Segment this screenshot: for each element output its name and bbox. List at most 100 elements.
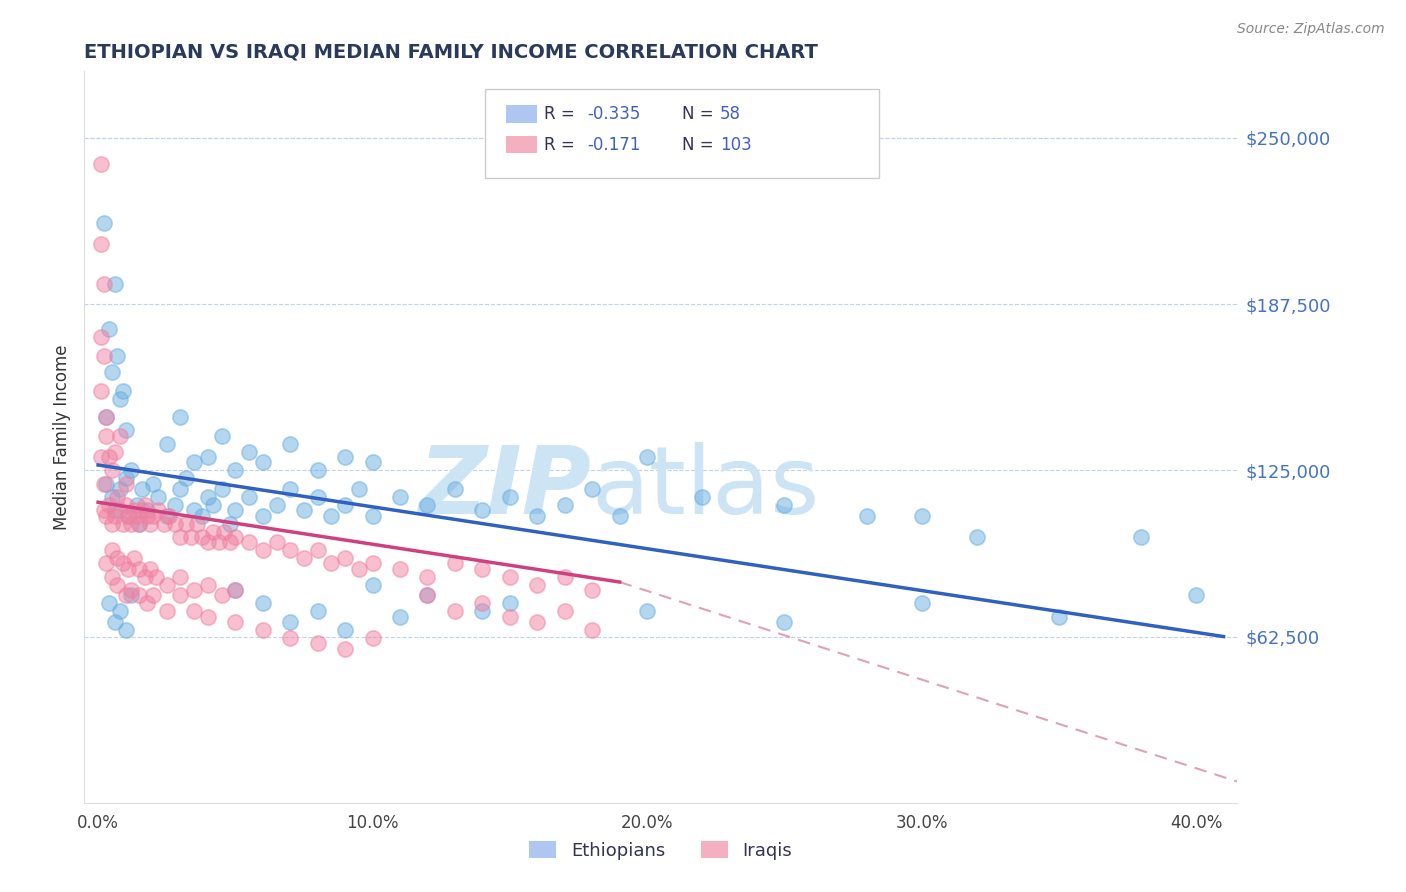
Text: R =: R = (544, 105, 581, 123)
Point (96, 410, 118, 425)
Point (554, 570, 576, 584)
Point (278, 436, 301, 450)
Point (139, 562, 162, 576)
Point (191, 530, 214, 544)
Point (108, 482, 131, 496)
Text: -0.335: -0.335 (588, 105, 641, 123)
Point (96, 429, 118, 443)
Point (526, 615, 548, 629)
Point (554, 498, 576, 512)
Point (90, 330, 112, 344)
Point (389, 490, 412, 504)
Point (238, 535, 260, 549)
Point (218, 535, 240, 549)
Point (174, 471, 197, 485)
Point (101, 365, 124, 379)
Point (266, 535, 288, 549)
Point (122, 503, 145, 517)
Point (103, 615, 125, 629)
Point (117, 562, 139, 576)
Point (361, 577, 384, 591)
Point (96, 410, 118, 425)
Point (910, 508, 932, 523)
Point (125, 498, 148, 512)
Point (554, 604, 576, 618)
Point (224, 615, 246, 629)
Point (120, 516, 142, 531)
Point (252, 623, 274, 637)
Point (136, 503, 159, 517)
Point (114, 476, 136, 491)
Point (128, 516, 150, 531)
Point (142, 476, 165, 491)
Point (101, 543, 124, 558)
Point (101, 570, 124, 584)
Point (292, 551, 315, 566)
Point (321, 557, 343, 571)
Text: Source: ZipAtlas.com: Source: ZipAtlas.com (1237, 22, 1385, 37)
Point (120, 582, 142, 597)
Point (347, 562, 370, 576)
Point (252, 508, 274, 523)
Point (855, 508, 877, 523)
Point (307, 463, 329, 477)
Point (96, 476, 118, 491)
Point (131, 503, 153, 517)
Point (307, 636, 329, 650)
Point (333, 623, 356, 637)
Point (98, 322, 121, 336)
Point (361, 455, 384, 469)
Point (471, 503, 494, 517)
Point (114, 471, 136, 485)
Point (191, 508, 214, 523)
Point (307, 604, 329, 618)
Text: -0.171: -0.171 (588, 136, 641, 153)
Point (636, 604, 658, 618)
Point (169, 570, 191, 584)
Point (105, 349, 128, 363)
Point (499, 570, 522, 584)
Point (114, 498, 136, 512)
Point (169, 410, 191, 425)
Point (90, 157, 112, 171)
Point (526, 508, 548, 523)
Point (416, 570, 439, 584)
Point (101, 516, 124, 531)
Point (114, 424, 136, 438)
Point (183, 503, 205, 517)
Point (93, 216, 115, 230)
Point (444, 604, 467, 618)
Point (128, 562, 150, 576)
Point (125, 508, 148, 523)
Point (128, 516, 150, 531)
Point (90, 237, 112, 252)
Point (224, 582, 246, 597)
Text: 58: 58 (720, 105, 741, 123)
Text: ZIP: ZIP (419, 442, 592, 534)
Point (910, 596, 932, 610)
Point (278, 482, 301, 496)
Point (105, 490, 128, 504)
Point (156, 436, 179, 450)
Point (333, 551, 356, 566)
Text: N =: N = (682, 105, 718, 123)
Text: N =: N = (682, 136, 718, 153)
Point (108, 604, 131, 618)
Point (471, 562, 494, 576)
Point (145, 570, 167, 584)
Point (136, 596, 159, 610)
Point (174, 516, 197, 531)
Point (120, 463, 142, 477)
Point (224, 582, 246, 597)
Y-axis label: Median Family Income: Median Family Income (53, 344, 72, 530)
Point (142, 508, 165, 523)
Point (122, 551, 145, 566)
Point (197, 577, 219, 591)
Point (153, 516, 176, 531)
Point (609, 508, 631, 523)
Point (197, 450, 219, 464)
Point (636, 450, 658, 464)
Point (108, 392, 131, 406)
Point (98, 498, 121, 512)
Point (307, 490, 329, 504)
